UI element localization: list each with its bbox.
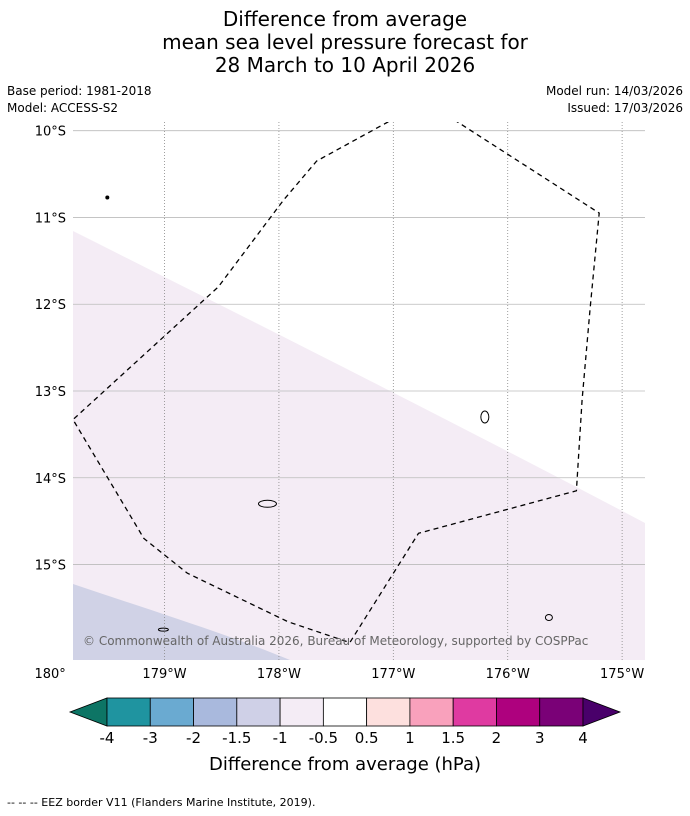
colorbar-tick-4: -1: [273, 729, 288, 747]
colorbar-tick-6: 0.5: [355, 729, 379, 747]
eez-legend-note: -- -- -- EEZ border V11 (Flanders Marine…: [7, 796, 316, 809]
colorbar-tick-11: 4: [578, 729, 588, 747]
colorbar-swatch-2: [193, 697, 238, 727]
colorbar-swatch-1: [149, 697, 194, 727]
gridlines: [73, 122, 645, 660]
copyright-text: © Commonwealth of Australia 2026, Bureau…: [83, 634, 588, 648]
colorbar-swatch-4: [279, 697, 324, 727]
colorbar-label: Difference from average (hPa): [209, 754, 481, 775]
lat-label-3: 13°S: [35, 385, 66, 400]
colorbar-swatch-3: [236, 697, 281, 727]
lat-label-1: 11°S: [35, 211, 66, 226]
colorbar-tick-3: -1.5: [222, 729, 251, 747]
island-3: [544, 613, 553, 621]
colorbar-swatch-0: [106, 697, 151, 727]
colorbar-tick-10: 3: [535, 729, 545, 747]
issued-text: Issued: 17/03/2026: [567, 101, 683, 115]
island-2: [257, 499, 277, 508]
colorbar-swatch-6: [366, 697, 411, 727]
title-line-3: 28 March to 10 April 2026: [214, 53, 476, 77]
map-area: © Commonwealth of Australia 2026, Bureau…: [73, 122, 645, 660]
colorbar-swatch-7: [409, 697, 454, 727]
model-text: Model: ACCESS-S2: [7, 101, 119, 115]
colorbar-extend-low: [68, 697, 108, 727]
lat-label-5: 15°S: [35, 559, 66, 574]
colorbar: -4 -3 -2 -1.5 -1 -0.5 0.5 1 1.5 2 3 4: [68, 697, 622, 747]
latitude-labels: 10°S 11°S 12°S 13°S 14°S 15°S: [35, 125, 66, 574]
meta-left: Base period: 1981-2018 Model: ACCESS-S2: [7, 83, 152, 117]
longitude-labels: 180° 179°W 178°W 177°W 176°W 175°W: [34, 667, 644, 682]
lon-label-1: 179°W: [142, 667, 186, 682]
meta-right: Model run: 14/03/2026 Issued: 17/03/2026: [546, 83, 683, 117]
colorbar-tick-7: 1: [405, 729, 415, 747]
colorbar-swatch-5: [322, 697, 368, 727]
lon-label-4: 176°W: [486, 667, 530, 682]
title-line-2: mean sea level pressure forecast for: [162, 30, 528, 54]
model-run-text: Model run: 14/03/2026: [545, 84, 683, 98]
title-line-1: Difference from average: [222, 7, 468, 31]
anomaly-band-minus-1: [73, 584, 290, 660]
lat-label-0: 10°S: [35, 125, 66, 140]
colorbar-tick-2: -2: [186, 729, 201, 747]
lon-label-2: 178°W: [257, 667, 301, 682]
island-4: [157, 627, 169, 632]
island-0: [105, 195, 110, 200]
colorbar-tick-0: -4: [100, 729, 115, 747]
colorbar-tick-1: -3: [143, 729, 158, 747]
lon-label-3: 177°W: [371, 667, 415, 682]
island-1: [480, 410, 490, 424]
base-period-text: Base period: 1981-2018: [7, 84, 152, 98]
islands: [105, 195, 553, 632]
map-figure: © Commonwealth of Australia 2026, Bureau…: [34, 122, 645, 775]
chart-title: Difference from average mean sea level p…: [0, 8, 690, 77]
lon-label-0: 180°: [34, 667, 65, 682]
colorbar-swatch-9: [496, 697, 541, 727]
anomaly-band-minus-0-5: [73, 231, 645, 660]
lon-label-5: 175°W: [600, 667, 644, 682]
colorbar-tick-8: 1.5: [441, 729, 465, 747]
lat-label-2: 12°S: [35, 298, 66, 313]
colorbar-extend-high: [582, 697, 622, 727]
colorbar-swatch-10: [539, 697, 584, 727]
lat-label-4: 14°S: [35, 472, 66, 487]
colorbar-swatch-8: [452, 697, 497, 727]
colorbar-tick-5: -0.5: [309, 729, 338, 747]
colorbar-tick-9: 2: [492, 729, 502, 747]
